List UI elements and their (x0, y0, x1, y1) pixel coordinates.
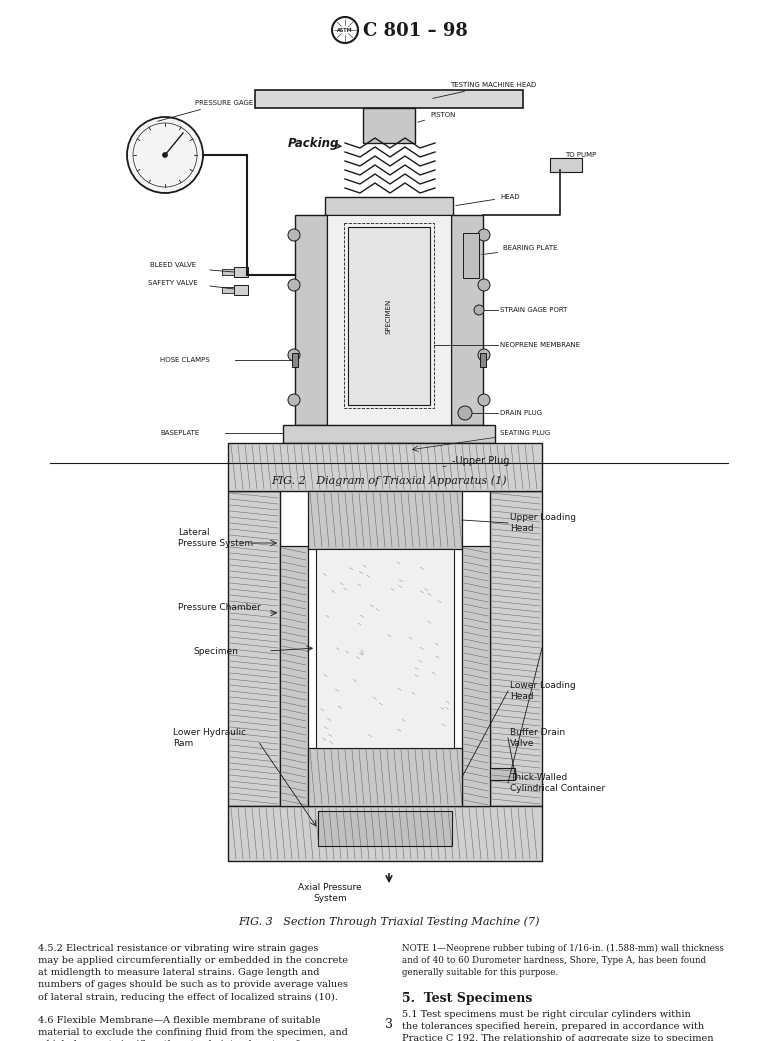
Bar (325, 197, 453, 215)
Bar (228, 806, 542, 861)
Text: FIG. 3   Section Through Triaxial Testing Machine (7): FIG. 3 Section Through Triaxial Testing … (238, 916, 540, 926)
Text: NEOPRENE MEMBRANE: NEOPRENE MEMBRANE (500, 342, 580, 348)
Text: Packing: Packing (288, 136, 339, 150)
Circle shape (127, 117, 203, 193)
Circle shape (478, 393, 490, 406)
Circle shape (288, 279, 300, 291)
Text: SAFETY VALVE: SAFETY VALVE (148, 280, 198, 286)
Bar (344, 223, 434, 408)
Text: PRESSURE GAGE: PRESSURE GAGE (158, 100, 254, 121)
Text: NOTE 1—Neoprene rubber tubing of 1/16-in. (1.588-mm) wall thickness
and of 40 to: NOTE 1—Neoprene rubber tubing of 1/16-in… (402, 944, 724, 976)
Text: 5.  Test Specimens: 5. Test Specimens (402, 992, 532, 1005)
Text: 5.1 Test specimens must be right circular cylinders within
the tolerances specif: 5.1 Test specimens must be right circula… (402, 1010, 720, 1041)
Text: Thick-Walled
Cylindrical Container: Thick-Walled Cylindrical Container (510, 773, 605, 793)
Bar (228, 443, 542, 491)
Text: Lateral
Pressure System: Lateral Pressure System (178, 528, 253, 548)
Text: HEAD: HEAD (456, 194, 520, 205)
Bar (327, 215, 451, 425)
Bar (463, 233, 479, 278)
Bar (318, 811, 452, 846)
Circle shape (458, 406, 472, 420)
Bar (228, 491, 280, 806)
Text: Lower Hydraulic
Ram: Lower Hydraulic Ram (173, 728, 246, 748)
Bar (222, 269, 234, 275)
Bar (348, 227, 430, 405)
Text: C 801 – 98: C 801 – 98 (363, 22, 468, 40)
Bar (234, 285, 248, 295)
Text: 4.5.2 Electrical resistance or vibrating wire strain gages
may be applied circum: 4.5.2 Electrical resistance or vibrating… (38, 944, 348, 1001)
Text: Pressure Chamber: Pressure Chamber (178, 604, 261, 612)
Circle shape (478, 229, 490, 242)
Text: Specimen: Specimen (193, 646, 238, 656)
Text: SPECIMEN: SPECIMEN (386, 299, 392, 333)
Bar (308, 748, 462, 806)
Bar (316, 549, 454, 748)
Circle shape (288, 349, 300, 361)
Bar (292, 353, 298, 367)
Bar (480, 353, 486, 367)
Bar (462, 545, 490, 806)
Bar (255, 90, 523, 108)
Text: BASEPLATE: BASEPLATE (160, 430, 199, 436)
Bar (283, 425, 495, 443)
Text: 3: 3 (385, 1018, 393, 1032)
Text: DRAIN PLUG: DRAIN PLUG (500, 410, 542, 416)
Bar (363, 108, 415, 143)
Text: ASTM: ASTM (337, 27, 352, 32)
Text: TO PUMP: TO PUMP (565, 152, 596, 158)
Bar (490, 491, 542, 806)
Text: Lower Loading
Head: Lower Loading Head (510, 681, 576, 701)
Text: TESTING MACHINE HEAD: TESTING MACHINE HEAD (433, 82, 536, 99)
Text: Upper Loading
Head: Upper Loading Head (510, 513, 576, 533)
Circle shape (478, 279, 490, 291)
Text: FIG. 2   Diagram of Triaxial Apparatus (1): FIG. 2 Diagram of Triaxial Apparatus (1) (272, 475, 506, 485)
Bar (308, 491, 462, 549)
Text: HOSE CLAMPS: HOSE CLAMPS (160, 357, 209, 363)
Text: BEARING PLATE: BEARING PLATE (482, 245, 558, 255)
Bar (295, 215, 327, 425)
Text: -Upper Plug: -Upper Plug (443, 456, 510, 466)
Text: SEATING PLUG: SEATING PLUG (500, 430, 550, 436)
Bar (280, 545, 308, 806)
Circle shape (163, 152, 167, 157)
Circle shape (288, 393, 300, 406)
Circle shape (478, 349, 490, 361)
Circle shape (288, 229, 300, 242)
Text: Buffer Drain
Valve: Buffer Drain Valve (510, 728, 565, 748)
Circle shape (474, 305, 484, 315)
Bar (234, 266, 248, 277)
Text: PISTON: PISTON (418, 112, 455, 122)
Text: STRAIN GAGE PORT: STRAIN GAGE PORT (500, 307, 567, 313)
Bar (369, 443, 409, 457)
Text: BLEED VALVE: BLEED VALVE (150, 262, 196, 268)
Bar (451, 215, 483, 425)
Text: Axial Pressure
System: Axial Pressure System (298, 883, 362, 904)
Bar (490, 768, 515, 780)
Bar (222, 287, 234, 293)
Text: 4.6 Flexible Membrane—A flexible membrane of suitable
material to exclude the co: 4.6 Flexible Membrane—A flexible membran… (38, 1016, 349, 1041)
Bar (550, 158, 582, 172)
